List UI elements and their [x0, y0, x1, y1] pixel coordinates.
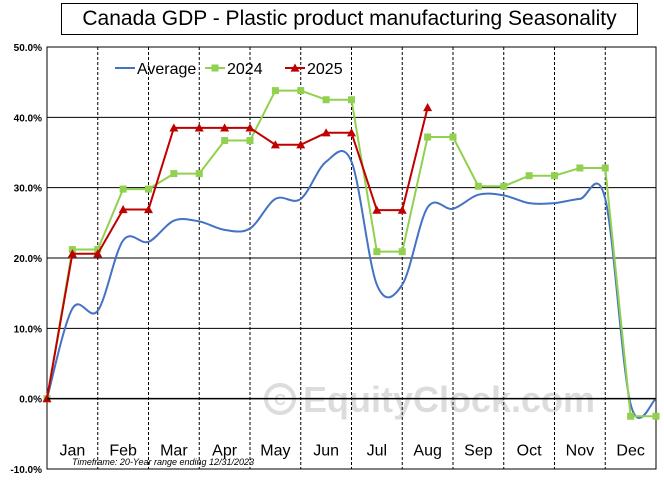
- triangle-marker: [321, 128, 331, 137]
- x-tick-label: Oct: [517, 443, 542, 460]
- y-tick-label: 10.0%: [14, 324, 42, 335]
- y-tick-label: 40.0%: [14, 113, 42, 124]
- series-layer: [42, 87, 660, 420]
- series-average: [46, 150, 657, 419]
- triangle-marker: [397, 205, 407, 214]
- chart-title: Canada GDP - Plastic product manufacturi…: [61, 3, 638, 35]
- triangle-marker: [296, 140, 306, 149]
- legend-label: 2025: [307, 61, 343, 78]
- footnote: Timeframe: 20-Year range ending 12/31/20…: [72, 457, 254, 467]
- watermark-c-glyph: C: [274, 392, 286, 409]
- series-line-2025: [46, 107, 429, 399]
- square-marker: [373, 248, 381, 256]
- square-marker: [398, 248, 406, 256]
- legend-triangle-marker: [290, 63, 300, 72]
- square-marker: [525, 172, 533, 180]
- triangle-marker: [245, 123, 255, 132]
- square-marker: [195, 170, 203, 178]
- triangle-marker: [220, 123, 230, 132]
- triangle-marker: [372, 205, 382, 214]
- average-line: [46, 150, 657, 419]
- legend-item-2024: 2024: [205, 61, 263, 78]
- square-marker: [246, 137, 254, 145]
- square-marker: [652, 412, 660, 420]
- triangle-marker: [118, 204, 128, 214]
- x-tick-label: Sep: [464, 443, 493, 460]
- watermark: C EquityClock.com: [264, 379, 595, 420]
- triangle-marker: [270, 140, 280, 149]
- legend: Average 2024 2025: [115, 61, 343, 78]
- x-tick-label: Nov: [566, 443, 594, 460]
- triangle-marker: [67, 249, 77, 258]
- square-marker: [271, 87, 279, 95]
- legend-item-average: Average: [115, 61, 196, 78]
- y-tick-label: -10.0%: [10, 465, 42, 476]
- square-marker: [500, 182, 508, 190]
- square-marker: [474, 182, 482, 190]
- x-tick-label: Mar: [160, 443, 188, 460]
- x-tick-label: Dec: [616, 443, 644, 460]
- x-tick-label: Feb: [109, 443, 137, 460]
- y-tick-label: 0.0%: [19, 395, 42, 406]
- triangle-marker: [347, 128, 356, 137]
- square-marker: [170, 170, 178, 178]
- legend-item-2025: 2025: [285, 61, 343, 78]
- triangle-marker: [93, 249, 103, 258]
- square-marker: [576, 164, 584, 172]
- y-tick-label: 50.0%: [14, 43, 42, 54]
- square-marker: [221, 137, 229, 145]
- x-tick-label: Apr: [212, 443, 238, 460]
- triangle-marker: [169, 123, 179, 132]
- square-marker: [449, 133, 457, 141]
- square-marker: [551, 172, 558, 180]
- square-marker: [145, 185, 152, 193]
- square-marker: [601, 164, 609, 172]
- legend-label: Average: [137, 61, 196, 78]
- square-marker: [297, 87, 305, 95]
- x-tick-label: May: [260, 443, 290, 460]
- triangle-marker: [194, 123, 204, 132]
- legend-square-marker: [211, 64, 219, 72]
- watermark-logo: C EquityClock.com: [264, 379, 595, 420]
- square-marker: [119, 185, 127, 193]
- y-tick-label: 20.0%: [14, 254, 42, 265]
- watermark-text: EquityClock.com: [303, 379, 595, 420]
- y-tick-label: 30.0%: [14, 184, 42, 195]
- x-tick-label: Jan: [59, 443, 85, 460]
- square-marker: [424, 133, 432, 141]
- square-marker: [627, 412, 635, 420]
- legend-label: 2024: [227, 61, 263, 78]
- x-tick-label: Aug: [413, 443, 441, 460]
- square-marker: [322, 96, 330, 104]
- triangle-marker: [144, 204, 153, 214]
- square-marker: [348, 96, 355, 104]
- triangle-marker: [423, 102, 433, 112]
- x-tick-label: Jul: [367, 443, 387, 460]
- x-tick-label: Jun: [313, 443, 339, 460]
- axes: 50.0% 40.0% 30.0% 20.0% 10.0% 0.0% -10.0% Jan Fe…: [10, 43, 656, 476]
